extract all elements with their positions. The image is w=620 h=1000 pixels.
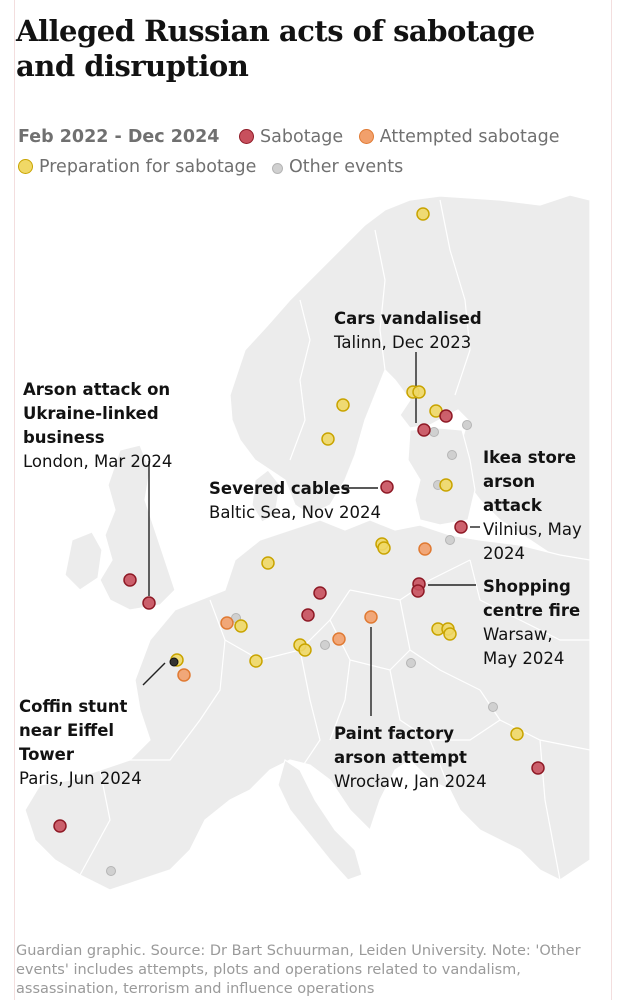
event-marker-sabotage [417,423,431,437]
annotation-wroclaw-headline: Paint factory arson attempt [334,724,467,767]
annotation-wroclaw-place: Wrocław, Jan 2024 [334,772,487,791]
event-marker-sabotage [313,586,327,600]
event-marker-other [462,420,472,430]
other-marker-icon [271,163,283,174]
event-marker-preparation [298,643,312,657]
event-marker-preparation [234,619,248,633]
markers-attempted [177,542,432,682]
event-marker-preparation [377,541,391,555]
markers-sabotage [53,409,545,833]
annotation-warsaw: Shopping centre fire Warsaw, May 2024 [483,575,583,671]
annotation-vilnius: Ikea store arson attack Vilnius, May 202… [483,446,593,566]
land-layer [16,190,591,915]
event-marker-attempted [332,632,346,646]
attempted-marker-icon [358,129,374,144]
event-marker-sabotage [53,819,67,833]
event-marker-sabotage [142,596,156,610]
event-marker-other [447,450,457,460]
event-marker-sabotage [439,409,453,423]
border-finland-russia [439,199,471,396]
legend-item-preparation: Preparation for sabotage [18,152,256,182]
event-marker-preparation [261,556,275,570]
legend-item-attempted: Attempted sabotage [358,122,560,152]
event-marker-sabotage [123,573,137,587]
annotation-vilnius-place: Vilnius, May 2024 [483,520,582,563]
annotation-vilnius-headline: Ikea store arson attack [483,448,577,515]
frame-left-line [14,0,15,1000]
event-marker-preparation [439,478,453,492]
event-marker-attempted [364,610,378,624]
annotation-tallinn-headline: Cars vandalised [334,309,482,328]
annotation-baltic-place: Baltic Sea, Nov 2024 [209,503,382,522]
event-marker-other [106,866,116,876]
legend-item-other: Other events [271,152,404,182]
event-marker-preparation [510,727,524,741]
legend: Feb 2022 - Dec 2024 Sabotage Attempted s… [18,122,588,182]
event-marker-other [429,427,439,437]
continental-europe [24,519,591,891]
page-title: Alleged Russian acts of sabotage and dis… [16,14,535,83]
event-marker-preparation [443,627,457,641]
annotation-paris: Coffin stunt near Eiffel Tower Paris, Ju… [19,695,169,791]
denmark [251,469,281,523]
event-marker-preparation [412,385,426,399]
event-marker-other [488,702,498,712]
sabotage-marker-icon [239,129,255,144]
preparation-marker-icon [18,159,33,174]
event-marker-sabotage [411,584,425,598]
markers-preparation [170,207,524,741]
event-marker-other [406,658,416,668]
annotation-tallinn-place: Talinn, Dec 2023 [334,333,472,352]
annotation-london: Arson attack on Ukraine-linked business … [23,378,243,474]
event-marker-sabotage [454,520,468,534]
ireland [64,531,103,591]
italy [277,759,363,881]
event-marker-highlight-paris [169,657,179,667]
border-sweden-finland [374,229,386,371]
event-marker-other [320,640,330,650]
legend-label-other: Other events [288,157,404,177]
event-marker-sabotage [531,761,545,775]
legend-item-sabotage: Sabotage [239,122,343,152]
source-footer: Guardian graphic. Source: Dr Bart Schuur… [16,943,581,997]
annotation-tallinn: Cars vandalised Talinn, Dec 2023 [334,307,484,355]
legend-label-preparation: Preparation for sabotage [39,157,257,177]
annotation-warsaw-headline: Shopping centre fire [483,577,581,620]
border-sweden-norway [289,299,311,461]
event-marker-attempted [418,542,432,556]
legend-period: Feb 2022 - Dec 2024 [18,127,220,147]
legend-label-attempted: Attempted sabotage [379,127,560,147]
baltic-states [407,427,476,526]
event-marker-other [445,535,455,545]
annotation-london-place: London, Mar 2024 [23,452,173,471]
annotation-wroclaw: Paint factory arson attempt Wrocław, Jan… [334,722,504,794]
event-marker-sabotage [380,480,394,494]
leader-line-paris [142,662,166,686]
frame-right-line [611,0,612,1000]
event-marker-preparation [416,207,430,221]
annotation-baltic-headline: Severed cables [209,479,351,498]
event-marker-preparation [336,398,350,412]
legend-label-sabotage: Sabotage [260,127,344,147]
annotation-warsaw-place: Warsaw, May 2024 [483,625,565,668]
event-marker-attempted [220,616,234,630]
event-marker-attempted [177,668,191,682]
event-marker-preparation [321,432,335,446]
annotation-paris-place: Paris, Jun 2024 [19,769,142,788]
annotation-london-headline: Arson attack on Ukraine-linked business [23,380,171,447]
event-marker-preparation [249,654,263,668]
event-marker-sabotage [301,608,315,622]
annotation-baltic: Severed cables Baltic Sea, Nov 2024 [209,477,389,525]
annotation-paris-headline: Coffin stunt near Eiffel Tower [19,697,128,764]
